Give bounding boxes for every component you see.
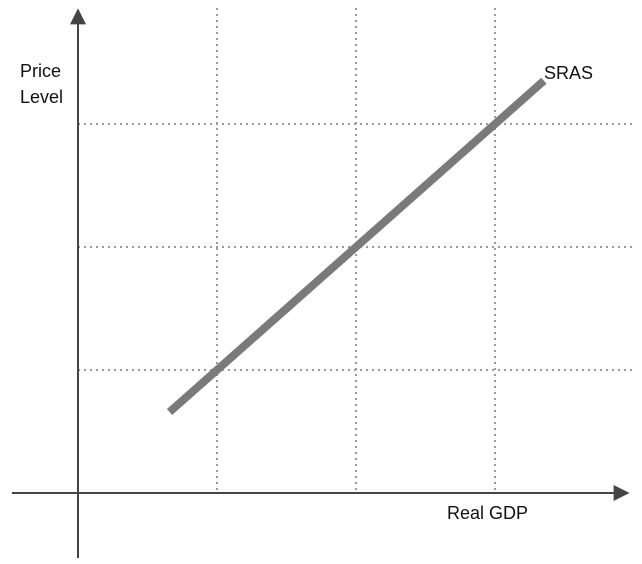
series-line-sras	[166, 77, 547, 416]
y-axis-label-line-1: Price	[20, 61, 61, 81]
axis-layer	[12, 8, 630, 558]
sras-label: SRAS	[544, 63, 593, 83]
x-axis-label: Real GDP	[447, 503, 528, 523]
series-layer	[166, 77, 547, 416]
y-axis-label-line-2: Level	[20, 87, 63, 107]
